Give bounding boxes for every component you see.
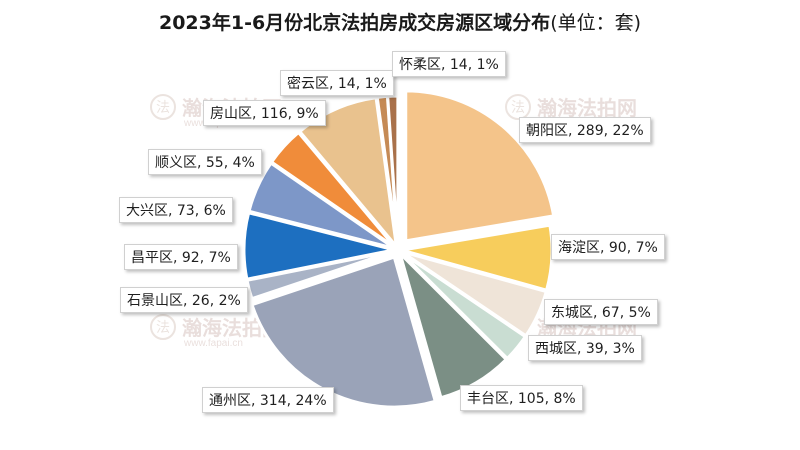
watermark-logo-icon: 法: [150, 93, 176, 120]
slice-label-fangshan: 房山区, 116, 9%: [203, 100, 326, 126]
slice-label-daxing: 大兴区, 73, 6%: [119, 197, 233, 223]
watermark: 法 瀚海法拍网 www.fapai.cn: [505, 92, 637, 129]
slice-label-changping: 昌平区, 92, 7%: [124, 244, 238, 270]
slice-label-xicheng: 西城区, 39, 3%: [528, 335, 642, 361]
slice-label-dongcheng: 东城区, 67, 5%: [544, 299, 658, 325]
watermark-logo-icon: 法: [150, 313, 176, 340]
pie-slice: [386, 94, 400, 247]
chart-title-unit: (单位：套): [550, 12, 642, 34]
watermark-url: www.fapai.cn: [184, 338, 243, 349]
pie-slice: [242, 210, 395, 281]
chart-title: 2023年1-6月份北京法拍房成交房源区域分布(单位：套): [0, 8, 800, 35]
slice-label-fengtai: 丰台区, 105, 8%: [460, 385, 583, 411]
pie-slice: [404, 89, 556, 243]
pie-slice: [269, 130, 397, 249]
pie-slice: [397, 248, 509, 400]
slice-label-chaoyang: 朝阳区, 289, 22%: [519, 117, 651, 143]
slice-label-haidian: 海淀区, 90, 7%: [551, 234, 665, 260]
pie-slice: [297, 96, 399, 252]
slice-label-huairou: 怀柔区, 14, 1%: [392, 51, 506, 77]
watermark-logo-icon: 法: [505, 93, 531, 120]
slice-label-tongzhou: 通州区, 314, 24%: [202, 387, 334, 413]
chart-title-main: 2023年1-6月份北京法拍房成交房源区域分布: [158, 12, 551, 34]
slice-label-shijingshan: 石景山区, 26, 2%: [120, 287, 248, 313]
slice-label-miyun: 密云区, 14, 1%: [280, 70, 394, 96]
watermark-text: 瀚海法拍网: [537, 96, 637, 120]
slice-label-shunyi: 顺义区, 55, 4%: [148, 149, 262, 175]
